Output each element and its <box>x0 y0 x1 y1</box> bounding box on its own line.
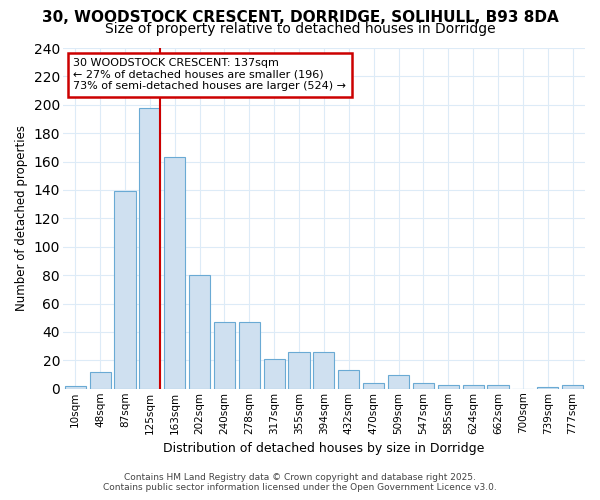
Bar <box>338 370 359 389</box>
Text: Size of property relative to detached houses in Dorridge: Size of property relative to detached ho… <box>104 22 496 36</box>
Text: 30, WOODSTOCK CRESCENT, DORRIDGE, SOLIHULL, B93 8DA: 30, WOODSTOCK CRESCENT, DORRIDGE, SOLIHU… <box>41 10 559 25</box>
Bar <box>189 275 210 389</box>
Bar <box>115 192 136 389</box>
Text: Contains HM Land Registry data © Crown copyright and database right 2025.
Contai: Contains HM Land Registry data © Crown c… <box>103 473 497 492</box>
Bar <box>562 384 583 389</box>
Bar <box>413 383 434 389</box>
Bar <box>388 374 409 389</box>
Bar <box>263 359 285 389</box>
Bar <box>313 352 334 389</box>
Bar <box>89 372 110 389</box>
Bar <box>437 384 459 389</box>
Bar <box>363 383 384 389</box>
Bar <box>289 352 310 389</box>
Bar <box>463 384 484 389</box>
Text: 30 WOODSTOCK CRESCENT: 137sqm
← 27% of detached houses are smaller (196)
73% of : 30 WOODSTOCK CRESCENT: 137sqm ← 27% of d… <box>73 58 346 92</box>
Bar <box>537 388 558 389</box>
Bar <box>214 322 235 389</box>
Bar <box>139 108 160 389</box>
X-axis label: Distribution of detached houses by size in Dorridge: Distribution of detached houses by size … <box>163 442 485 455</box>
Bar <box>487 384 509 389</box>
Bar <box>164 158 185 389</box>
Bar <box>239 322 260 389</box>
Bar <box>65 386 86 389</box>
Y-axis label: Number of detached properties: Number of detached properties <box>15 126 28 312</box>
